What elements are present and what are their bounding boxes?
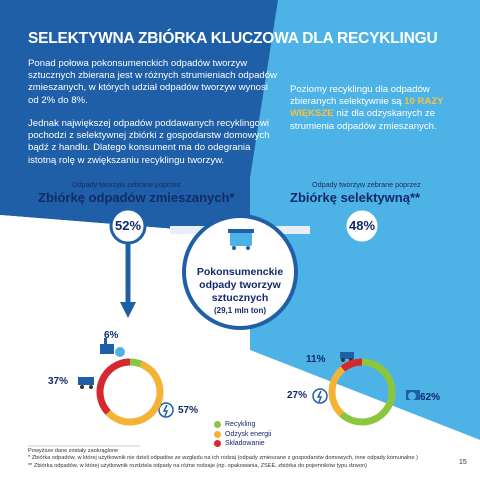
donut-segment-składowanie (340, 358, 363, 372)
center-subtitle: (29,1 mln ton) (213, 306, 266, 315)
right-recycling-label: 62% (420, 392, 441, 403)
footer-note-2: ** Zbiórka odpadów, w której użytkownik … (28, 462, 367, 469)
truck-icon (78, 377, 94, 389)
factory-icon-right (406, 390, 420, 400)
dumpster-icon (228, 229, 254, 250)
donut-segment-składowanie (96, 358, 131, 415)
left-share-value: 52% (114, 218, 142, 233)
factory-icon (100, 338, 114, 354)
right-share-circle (343, 207, 381, 245)
footer-note-1: * Zbiórka odpadów, w której użytkownik n… (28, 455, 418, 462)
page-number: 15 (459, 459, 467, 466)
intro-paragraph-2: Jednak największej odpadów poddawanych r… (28, 118, 270, 166)
donut-chart-selective (328, 358, 396, 426)
right-note: Poziomy recyklingu dla odpadów zbieranyc… (290, 84, 444, 132)
center-circle (182, 214, 298, 330)
right-share-value: 48% (348, 218, 376, 233)
energy-icon-right (312, 388, 328, 404)
legend-item-recycling: Recykling (214, 420, 271, 430)
left-landfill-label: 37% (48, 376, 69, 387)
center-title: Pokonsumenckie odpady tworzyw sztucznych (196, 266, 284, 304)
recycle-icon (115, 347, 125, 357)
left-small-label: Odpady tworzyw zebrane poprzez (72, 180, 181, 189)
energy-icon (158, 402, 174, 418)
donut-segment-odzysk-energii (105, 360, 164, 426)
right-landfill-label: 11% (306, 354, 326, 365)
right-big-label: Zbiórkę selektywną** (290, 190, 421, 205)
donut-segment-odzysk-energii (328, 366, 346, 417)
page-title: SELEKTYWNA ZBIÓRKA KLUCZOWA DLA RECYKLIN… (28, 30, 438, 47)
donut-chart-mixed (96, 358, 164, 426)
legend-item-landfill: Składowanie (214, 439, 271, 449)
donut-segment-recykling (339, 358, 396, 426)
legend: Recykling Odzysk energii Składowanie (214, 420, 271, 449)
legend-item-energy: Odzysk energii (214, 430, 271, 440)
left-share-circle (109, 207, 147, 245)
right-note-highlight: 10 RAZY WIĘKSZE (290, 96, 444, 120)
footer-notes: Powyższe dane zostały zaokrąglone * Zbió… (28, 448, 448, 470)
intro-paragraph-1: Ponad połowa pokonsumenckich odpadów two… (28, 58, 278, 106)
left-recycling-label: 6% (104, 330, 119, 341)
left-energy-label: 57% (178, 405, 199, 416)
right-small-label: Odpady tworzyw zebrane poprzez (312, 180, 421, 189)
left-big-label: Zbiórkę odpadów zmieszanych* (38, 190, 235, 205)
donut-segment-recykling (129, 358, 143, 368)
right-energy-label: 27% (287, 390, 308, 401)
footer-rounding: Powyższe dane zostały zaokrąglone (28, 448, 119, 454)
